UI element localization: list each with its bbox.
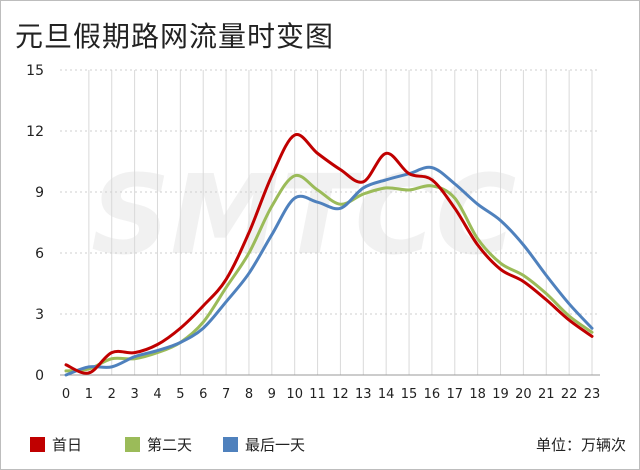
legend: 首日 第二天 最后一天 单位：万辆次 [0,428,640,458]
x-tick-label-10: 10 [286,387,303,402]
x-tick-label-0: 0 [62,387,70,402]
x-tick-label-14: 14 [378,387,395,402]
x-tick-label-18: 18 [469,387,486,402]
x-tick-label-4: 4 [153,387,161,402]
x-tick-label-22: 22 [561,387,578,402]
legend-item-second-day: 第二天 [125,434,192,455]
x-tick-label-11: 11 [309,387,326,402]
x-tick-label-13: 13 [355,387,372,402]
x-tick-label-15: 15 [401,387,418,402]
legend-label-first-day: 首日 [52,436,83,454]
series-line-second-day [64,173,594,373]
x-tick-label-21: 21 [538,387,555,402]
y-tick-label-15: 15 [26,63,44,79]
chart-title: 元旦假期路网流量时变图 [15,20,335,53]
y-tick-label-0: 0 [35,368,44,384]
x-tick-label-9: 9 [268,387,276,402]
x-tick-label-2: 2 [108,387,116,402]
legend-item-last-day: 最后一天 [223,434,305,455]
x-tick-label-6: 6 [199,387,207,402]
y-tick-label-6: 6 [35,246,44,262]
unit-label: 单位：万辆次 [535,436,626,454]
x-tick-label-7: 7 [222,387,230,402]
y-tick-label-12: 12 [26,124,44,140]
legend-label-second-day: 第二天 [147,436,193,454]
x-tick-label-1: 1 [85,387,93,402]
legend-label-last-day: 最后一天 [245,436,306,454]
x-tick-label-19: 19 [492,387,509,402]
x-tick-label-12: 12 [332,387,349,402]
y-tick-label-9: 9 [35,185,44,201]
watermark-logo: SMTCC [91,151,517,279]
x-tick-label-23: 23 [584,387,601,402]
y-tick-label-3: 3 [35,307,44,323]
series-line-first-day [64,133,594,375]
series-line-last-day [64,165,594,377]
series-layer [64,133,594,377]
legend-item-first-day: 首日 [30,434,82,455]
x-tick-label-5: 5 [176,387,184,402]
legend-swatch-last-day [223,437,238,452]
x-tick-label-17: 17 [447,387,464,402]
x-tick-label-8: 8 [245,387,253,402]
x-tick-label-3: 3 [130,387,138,402]
legend-swatch-first-day [30,437,45,452]
x-tick-label-20: 20 [515,387,532,402]
x-tick-label-16: 16 [424,387,441,402]
legend-swatch-second-day [125,437,140,452]
grid-layer [60,69,600,375]
